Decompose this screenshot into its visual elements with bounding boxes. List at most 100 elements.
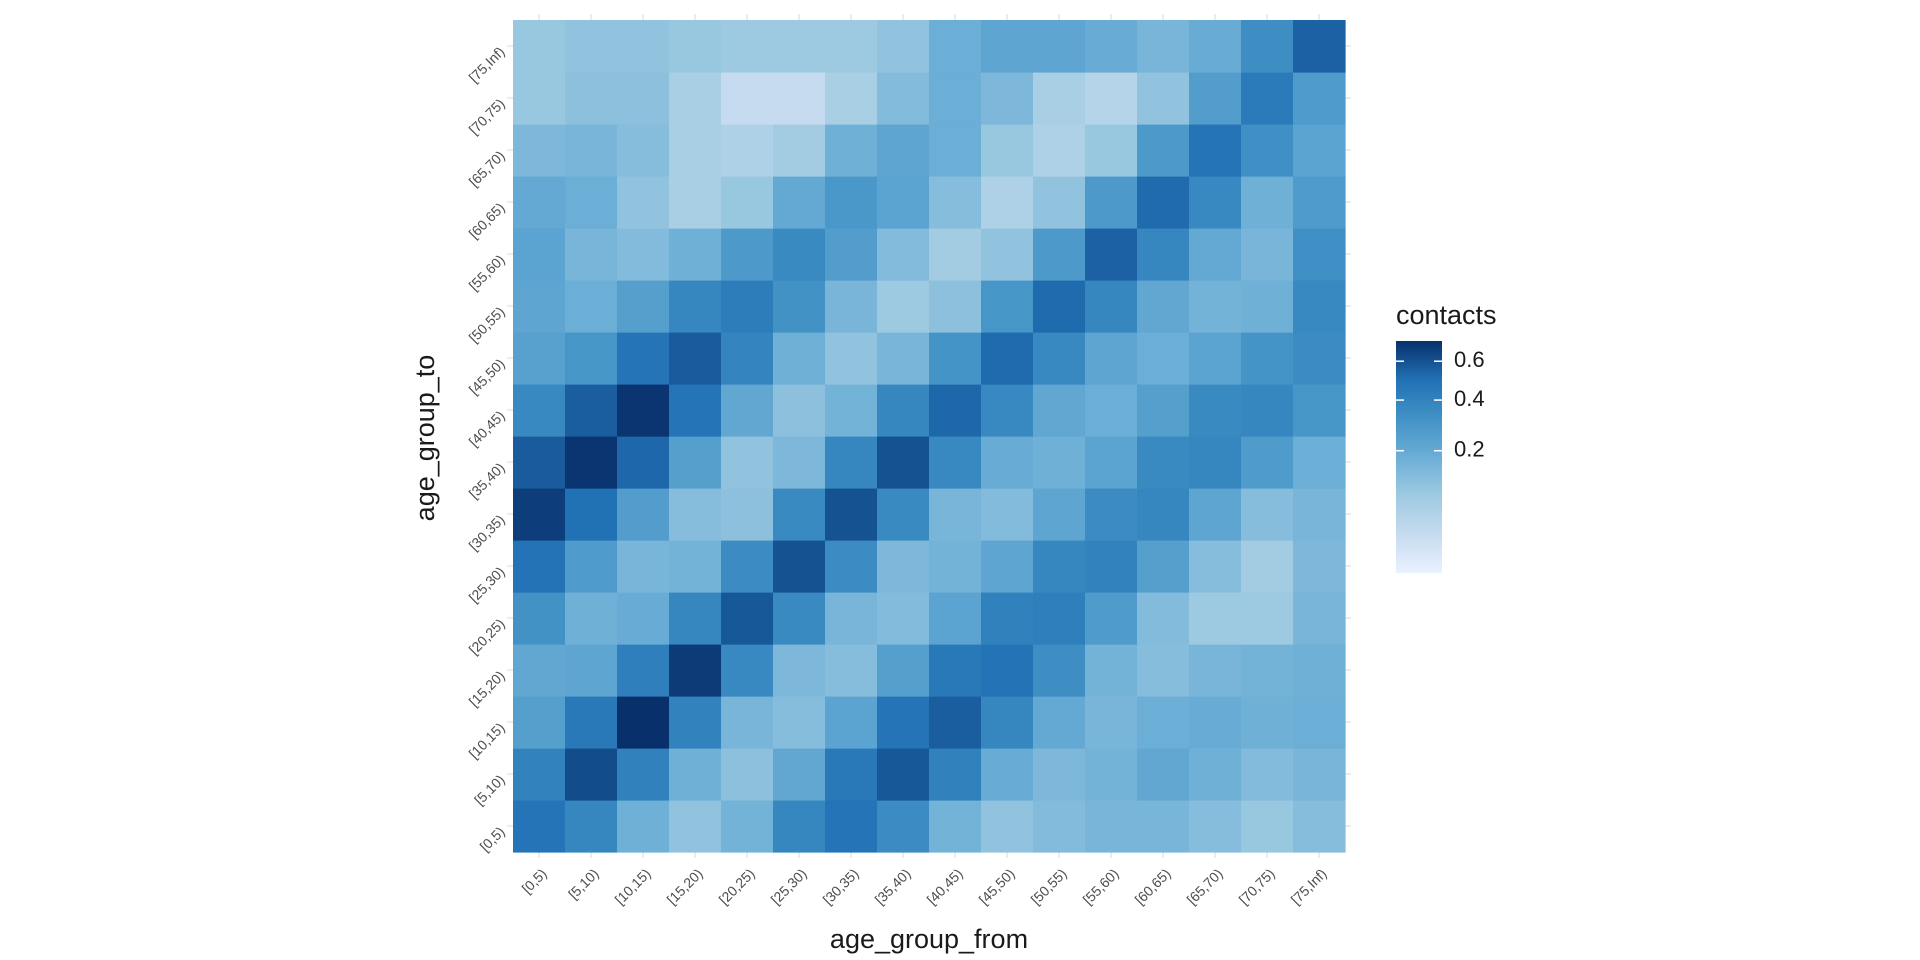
heatmap-cell xyxy=(721,488,774,541)
y-tick-label: [50,55) xyxy=(466,303,508,345)
heatmap-cell xyxy=(1033,540,1086,593)
heatmap-cell xyxy=(1189,228,1242,281)
heatmap-cell xyxy=(877,748,930,801)
heatmap-cell xyxy=(721,20,774,73)
y-tick-label: [30,35) xyxy=(466,511,508,553)
heatmap-cell xyxy=(513,280,566,333)
heatmap-cell xyxy=(565,384,618,437)
heatmap-cell xyxy=(773,592,826,645)
heatmap-cell xyxy=(1293,540,1346,593)
heatmap-cell xyxy=(617,800,670,853)
heatmap-cell xyxy=(513,228,566,281)
legend-label: 0.6 xyxy=(1454,347,1485,372)
heatmap-cell xyxy=(825,800,878,853)
heatmap-cell xyxy=(1189,280,1242,333)
heatmap-cell xyxy=(877,332,930,385)
heatmap-cell xyxy=(617,176,670,229)
heatmap-cell xyxy=(1033,436,1086,489)
heatmap-cell xyxy=(825,72,878,125)
heatmap-cell xyxy=(1085,384,1138,437)
heatmap-cell xyxy=(1033,644,1086,697)
heatmap-cell xyxy=(929,748,982,801)
heatmap-cell xyxy=(1085,20,1138,73)
y-tick-label: [25,30) xyxy=(466,563,508,605)
heatmap-cell xyxy=(1293,280,1346,333)
heatmap-cell xyxy=(877,540,930,593)
heatmap-cell xyxy=(981,592,1034,645)
heatmap-cell xyxy=(513,20,566,73)
heatmap-cell xyxy=(669,488,722,541)
heatmap-cell xyxy=(1189,644,1242,697)
heatmap-cell xyxy=(1137,748,1190,801)
heatmap-cell xyxy=(773,644,826,697)
heatmap-cell xyxy=(1033,228,1086,281)
heatmap-cell xyxy=(513,644,566,697)
heatmap-cell xyxy=(1189,748,1242,801)
heatmap-cell xyxy=(981,332,1034,385)
heatmap-cell xyxy=(1189,332,1242,385)
heatmap-cell xyxy=(1293,384,1346,437)
heatmap-cell xyxy=(1293,176,1346,229)
heatmap-cell xyxy=(929,280,982,333)
heatmap-cell xyxy=(617,488,670,541)
heatmap-cell xyxy=(1033,800,1086,853)
heatmap-cell xyxy=(513,592,566,645)
heatmap-cell xyxy=(1189,592,1242,645)
heatmap-cell xyxy=(669,800,722,853)
heatmap-cell xyxy=(1241,72,1294,125)
heatmap-cell xyxy=(981,280,1034,333)
heatmap-cell xyxy=(1137,644,1190,697)
heatmap-cell xyxy=(1293,228,1346,281)
heatmap-cell xyxy=(1137,280,1190,333)
heatmap-cell xyxy=(617,748,670,801)
heatmap-cell xyxy=(617,436,670,489)
heatmap-cell xyxy=(1085,72,1138,125)
heatmap-cell xyxy=(981,540,1034,593)
heatmap-cell xyxy=(669,696,722,749)
heatmap-cell xyxy=(773,124,826,177)
heatmap-cell xyxy=(1241,800,1294,853)
heatmap-cell xyxy=(669,644,722,697)
heatmap-cell xyxy=(669,228,722,281)
heatmap-cell xyxy=(981,800,1034,853)
heatmap-cell xyxy=(825,124,878,177)
heatmap-cell xyxy=(1241,644,1294,697)
heatmap-cell xyxy=(877,488,930,541)
heatmap-cell xyxy=(981,176,1034,229)
y-tick-label: [20,25) xyxy=(466,615,508,657)
heatmap-cell xyxy=(721,72,774,125)
heatmap-cell xyxy=(877,644,930,697)
heatmap-cell xyxy=(1137,124,1190,177)
y-tick-label: [75,Inf) xyxy=(466,43,508,85)
heatmap-cell xyxy=(1293,800,1346,853)
x-tick-label: [15,20) xyxy=(664,865,706,907)
heatmap-cell xyxy=(565,696,618,749)
heatmap-cell xyxy=(565,644,618,697)
heatmap-cell xyxy=(929,72,982,125)
y-tick-label: [40,45) xyxy=(466,407,508,449)
heatmap-cell xyxy=(669,20,722,73)
heatmap-cell xyxy=(513,176,566,229)
heatmap-cell xyxy=(1085,800,1138,853)
heatmap-cell xyxy=(981,384,1034,437)
heatmap-cell xyxy=(721,280,774,333)
heatmap-cell xyxy=(617,124,670,177)
heatmap-cell xyxy=(877,384,930,437)
heatmap-cell xyxy=(825,488,878,541)
heatmap-cell xyxy=(565,436,618,489)
heatmap-cell xyxy=(1085,332,1138,385)
x-tick-label: [25,30) xyxy=(768,865,810,907)
heatmap-cell xyxy=(1137,592,1190,645)
heatmap-cell xyxy=(1137,540,1190,593)
heatmap-cell xyxy=(513,124,566,177)
heatmap-cell xyxy=(617,20,670,73)
heatmap-cell xyxy=(617,696,670,749)
heatmap-cell xyxy=(1241,592,1294,645)
heatmap-cell xyxy=(565,332,618,385)
heatmap-cell xyxy=(1293,72,1346,125)
x-axis-title: age_group_from xyxy=(830,924,1028,954)
heatmap-cell xyxy=(1085,124,1138,177)
heatmap-cell xyxy=(929,696,982,749)
heatmap-cell xyxy=(1241,540,1294,593)
heatmap-cell xyxy=(1137,332,1190,385)
